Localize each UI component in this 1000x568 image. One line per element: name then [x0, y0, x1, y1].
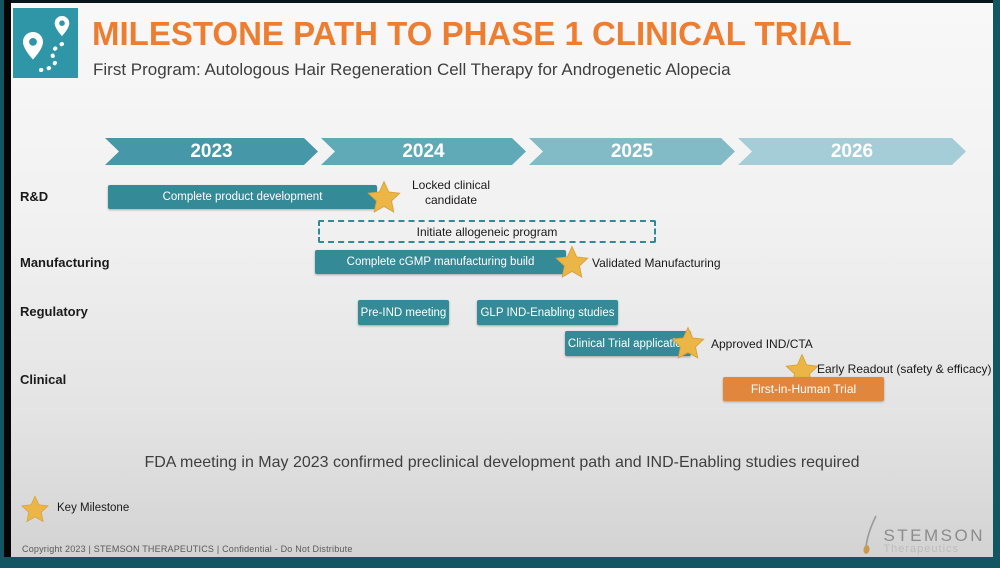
bar-first-in-human-trial: First-in-Human Trial: [723, 377, 884, 401]
bar-pre-ind-meeting: Pre-IND meeting: [358, 300, 449, 325]
stemson-logo: STEMSON Therapeutics: [861, 514, 985, 556]
milestone-star-icon: [367, 180, 401, 213]
page-subtitle: First Program: Autologous Hair Regenerat…: [93, 60, 731, 79]
brand-subname: Therapeutics: [883, 543, 960, 556]
window-frame-right: [993, 0, 1000, 568]
milestone-star-icon: [671, 326, 705, 359]
timeline-year-2024: 2024: [321, 138, 526, 165]
window-frame-bottom: [0, 557, 1000, 568]
brand-name: STEMSON: [883, 525, 985, 545]
timeline-year-2023: 2023: [105, 138, 318, 165]
milestone-label-validated-manufacturing: Validated Manufacturing: [592, 256, 721, 270]
milestone-label-early-readout: Early Readout (safety & efficacy): [817, 362, 992, 376]
bar-complete-cgmp-manufacturing-build: Complete cGMP manufacturing build: [315, 250, 566, 274]
window-frame-left: [0, 0, 4, 568]
slide-canvas: MILESTONE PATH TO PHASE 1 CLINICAL TRIAL…: [11, 3, 993, 557]
bar-complete-product-development: Complete product development: [108, 185, 377, 209]
page-title: MILESTONE PATH TO PHASE 1 CLINICAL TRIAL: [92, 15, 852, 52]
milestone-star-icon: [555, 245, 589, 278]
fda-note: FDA meeting in May 2023 confirmed precli…: [144, 454, 860, 471]
timeline-year-2025: 2025: [529, 138, 735, 165]
journey-route-icon: [23, 16, 70, 72]
bar-glp-ind-enabling-studies: GLP IND-Enabling studies: [477, 300, 618, 325]
window-frame-top: [0, 0, 1000, 3]
bar-initiate-allogeneic-program: Initiate allogeneic program: [318, 220, 656, 243]
hair-follicle-icon: [863, 515, 878, 554]
row-label-regulatory: Regulatory: [20, 304, 88, 319]
year-label: 2024: [402, 140, 445, 162]
row-label-clinical: Clinical: [20, 372, 67, 387]
row-label-manufacturing: Manufacturing: [20, 255, 110, 270]
copyright-footer: Copyright 2023 | STEMSON THERAPEUTICS | …: [22, 544, 353, 554]
bar-clinical-trial-application: Clinical Trial application: [565, 331, 691, 356]
company-logo: [13, 8, 78, 78]
window-frame-left-inner: [4, 0, 11, 568]
key-milestone-star-icon: [21, 495, 49, 523]
legend-key-milestone-label: Key Milestone: [57, 502, 130, 514]
milestone-label-locked-clinical-candidate: Locked clinical candidate: [411, 178, 491, 207]
milestone-label-approved-ind-cta: Approved IND/CTA: [711, 337, 813, 351]
year-label: 2025: [610, 140, 654, 162]
row-label-rnd: R&D: [20, 189, 49, 204]
timeline-year-2026: 2026: [738, 138, 966, 165]
year-label: 2023: [190, 140, 233, 162]
year-label: 2026: [830, 140, 874, 162]
